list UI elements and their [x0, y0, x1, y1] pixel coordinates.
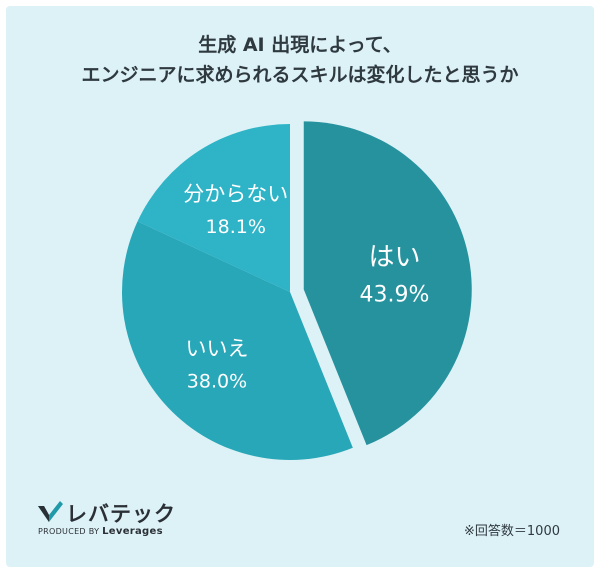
pie-slice-1	[122, 221, 353, 460]
title-line-1: 生成 AI 出現によって、	[198, 34, 402, 56]
slice-value-2: 18.1%	[206, 216, 266, 238]
pie-slice-2	[137, 123, 290, 292]
logo-name: レバテック	[66, 502, 176, 526]
logo-produced-by: PRODUCED BY	[38, 527, 100, 536]
slice-label-2: 分からない	[183, 182, 288, 206]
leverages-logo: レバテック PRODUCED BY Leverages	[36, 498, 176, 542]
slice-value-1: 38.0%	[187, 370, 247, 392]
title-line-2: エンジニアに求められるスキルは変化したと思うか	[81, 64, 519, 86]
logo-subline: PRODUCED BY Leverages	[38, 526, 163, 537]
slice-value-0: 43.9%	[360, 283, 430, 308]
chart-card	[6, 6, 594, 567]
pie-slice-0	[303, 121, 472, 446]
logo-company: Leverages	[102, 526, 163, 537]
slice-label-0: はい	[368, 243, 420, 273]
chart-title: 生成 AI 出現によって、 エンジニアに求められるスキルは変化したと思うか	[0, 30, 600, 90]
respondent-count-note: ※回答数＝1000	[464, 524, 560, 539]
checkmark-logo-icon	[38, 501, 63, 522]
slice-label-1: いいえ	[185, 336, 248, 360]
